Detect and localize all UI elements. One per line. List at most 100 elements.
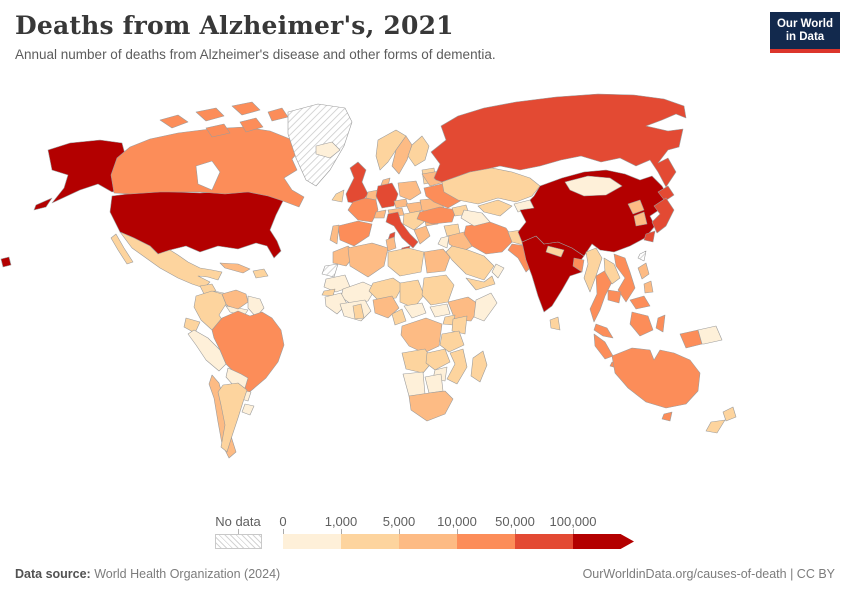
country-north-korea[interactable] (627, 199, 645, 215)
country-vietnam[interactable] (613, 253, 636, 303)
country-madagascar[interactable] (470, 350, 488, 383)
chart-subtitle: Annual number of deaths from Alzheimer's… (15, 47, 496, 63)
country-tunisia[interactable] (385, 236, 397, 252)
country-poland[interactable] (397, 180, 422, 201)
country-chad[interactable] (399, 279, 425, 309)
country-spain[interactable] (337, 220, 373, 247)
country-germany[interactable] (375, 182, 399, 209)
country-ecuador[interactable] (183, 317, 201, 334)
country-china[interactable] (517, 169, 669, 257)
country-western-sahara[interactable] (321, 263, 339, 278)
country-mexico[interactable] (110, 231, 223, 289)
legend-bin-0[interactable] (283, 534, 341, 549)
legend-bin-4[interactable] (515, 534, 573, 549)
country-czechia[interactable] (393, 198, 409, 209)
country-myanmar[interactable] (583, 247, 603, 293)
country-iran[interactable] (463, 221, 515, 255)
country-kenya[interactable] (451, 315, 468, 335)
country-cuba[interactable] (219, 262, 251, 274)
country-niger[interactable] (368, 277, 404, 301)
country-turkmenistan[interactable] (460, 209, 491, 227)
country-south-sudan[interactable] (429, 303, 451, 318)
country-argentina[interactable] (217, 382, 248, 453)
country-canada[interactable] (110, 101, 305, 208)
country-dominican-republic[interactable] (252, 268, 269, 279)
legend-bin-1[interactable] (341, 534, 399, 549)
country-papua-new-guinea[interactable] (697, 325, 723, 345)
legend-tick-label-2: 5,000 (382, 514, 416, 529)
country-ghana[interactable] (352, 303, 365, 320)
country-zambia[interactable] (425, 348, 451, 371)
legend-bin-3[interactable] (457, 534, 515, 549)
country-philippines[interactable] (637, 262, 654, 294)
country-somalia[interactable] (473, 292, 498, 322)
country-angola[interactable] (401, 348, 434, 374)
country-iceland[interactable] (315, 141, 341, 159)
country-uruguay[interactable] (241, 403, 255, 416)
country-japan[interactable] (643, 185, 675, 243)
country-new-zealand[interactable] (705, 406, 737, 434)
country-mozambique[interactable] (446, 348, 468, 385)
data-source-label: Data source: (15, 567, 91, 581)
country-cameroon[interactable] (391, 308, 407, 326)
country-united-kingdom[interactable] (345, 161, 369, 205)
country-ireland[interactable] (331, 189, 345, 203)
country-norway[interactable] (375, 129, 407, 171)
country-algeria[interactable] (347, 242, 389, 278)
map-legend: No data 0 1,000 5,000 10,000 50,000 100,… (0, 512, 850, 558)
legend-tick-label-1: 1,000 (324, 514, 358, 529)
chart-header: Deaths from Alzheimer's, 2021 Annual num… (15, 10, 755, 62)
legend-tick-label-4: 50,000 (495, 514, 535, 529)
country-central-african-republic[interactable] (403, 302, 427, 319)
country-sweden[interactable] (391, 135, 413, 175)
country-finland[interactable] (407, 135, 430, 167)
legend-bin-5-arrow[interactable] (573, 534, 634, 549)
chart-footer: Data source: World Health Organization (… (15, 567, 835, 581)
country-nepal[interactable] (545, 245, 565, 258)
country-greece[interactable] (413, 225, 431, 245)
country-uzbekistan[interactable] (477, 199, 513, 217)
country-botswana[interactable] (424, 373, 444, 394)
country-switzerland[interactable] (373, 209, 387, 219)
legend-tick-label-3: 10,000 (437, 514, 477, 529)
country-cambodia[interactable] (607, 289, 622, 304)
country-peru[interactable] (187, 329, 227, 372)
country-indonesia[interactable] (593, 311, 703, 375)
country-south-korea[interactable] (633, 211, 648, 227)
data-source-value: World Health Organization (2024) (94, 567, 281, 581)
country-australia[interactable] (611, 347, 701, 422)
country-tanzania[interactable] (439, 330, 465, 353)
country-jordan[interactable] (437, 235, 450, 249)
legend-bin-2[interactable] (399, 534, 457, 549)
attribution[interactable]: OurWorldinData.org/causes-of-death | CC … (582, 567, 835, 581)
legend-tick-label-5: 100,000 (549, 514, 597, 529)
data-source: Data source: World Health Organization (… (15, 567, 280, 581)
country-egypt[interactable] (423, 248, 451, 274)
country-united-states[interactable] (0, 139, 285, 268)
country-oman[interactable] (491, 263, 505, 279)
legend-color-scale[interactable] (283, 534, 634, 549)
country-russia[interactable] (430, 93, 687, 188)
country-sudan[interactable] (421, 274, 455, 306)
legend-no-data-swatch[interactable] (215, 534, 262, 549)
country-south-africa[interactable] (408, 390, 454, 422)
country-sri-lanka[interactable] (549, 316, 561, 331)
country-malaysia[interactable] (593, 295, 651, 339)
country-laos[interactable] (603, 257, 621, 285)
country-venezuela[interactable] (221, 289, 249, 310)
country-bangladesh[interactable] (572, 257, 585, 273)
country-brazil[interactable] (211, 310, 285, 397)
country-namibia[interactable] (402, 371, 426, 397)
country-taiwan[interactable] (637, 250, 647, 262)
owid-logo[interactable]: Our World in Data (770, 12, 840, 53)
country-bolivia[interactable] (225, 367, 249, 389)
legend-no-data-tick (238, 529, 239, 534)
country-dr-congo[interactable] (400, 317, 443, 354)
country-turkey[interactable] (416, 206, 457, 225)
country-kazakhstan[interactable] (441, 167, 541, 205)
country-libya[interactable] (387, 247, 425, 277)
country-portugal[interactable] (329, 224, 340, 245)
country-yemen[interactable] (465, 275, 496, 291)
country-mongolia[interactable] (564, 175, 623, 197)
